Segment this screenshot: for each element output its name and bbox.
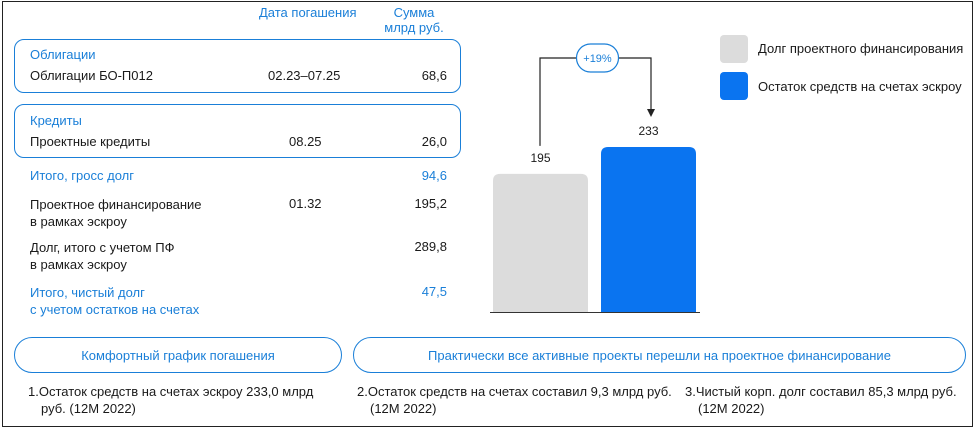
project-finance-date: 01.32: [289, 196, 322, 211]
growth-arrowhead-icon: [647, 109, 655, 117]
footnote-1-line2: руб. (12М 2022): [41, 401, 136, 416]
loans-section-title: Кредиты: [30, 113, 82, 128]
bonds-section-title: Облигации: [30, 47, 96, 62]
footnote-3-number: 3.: [685, 384, 696, 399]
bonds-name: Облигации БО-П012: [30, 68, 153, 83]
column-header-sum-line2: млрд руб.: [384, 20, 444, 35]
project-finance-transition-pill: Практически все активные проекты перешли…: [353, 337, 966, 373]
growth-badge: [575, 43, 620, 73]
footnote-2: 2.Остаток средств на счетах составил 9,3…: [357, 383, 672, 417]
legend-swatch-escrow: [720, 72, 748, 100]
project-finance-label-line2: в рамках эскроу: [30, 214, 127, 229]
bar-pf-debt: [493, 173, 588, 312]
comfortable-schedule-pill: Комфортный график погашения: [14, 337, 342, 373]
column-header-date: Дата погашения: [259, 5, 357, 20]
loans-value: 26,0: [421, 134, 447, 149]
footnote-2-line2: (12М 2022): [370, 401, 437, 416]
net-debt-label: Итого, чистый долг с учетом остатков на …: [30, 284, 199, 318]
footnote-3-line1: Чистый корп. долг составил 85,3 млрд руб…: [695, 384, 957, 399]
footnote-1: 1.Остаток средств на счетах эскроу 233,0…: [28, 383, 313, 417]
legend-label-pf-debt: Долг проектного финансирования: [758, 41, 964, 56]
bar-escrow: [601, 147, 696, 312]
gross-debt-value: 94,6: [421, 168, 447, 183]
bar-value-label-escrow: 233: [638, 124, 658, 138]
project-finance-value: 195,2: [414, 196, 447, 211]
project-finance-label-line1: Проектное финансирование: [30, 197, 202, 212]
growth-badge-label: +19%: [583, 53, 612, 65]
net-debt-label-line1: Итого, чистый долг: [30, 285, 145, 300]
legend-swatch-pf-debt: [720, 35, 748, 63]
total-with-pf-label-line1: Долг, итого с учетом ПФ: [30, 240, 175, 255]
column-header-sum: Сумма млрд руб.: [384, 5, 444, 35]
footnote-2-number: 2.: [357, 384, 368, 399]
footnote-1-number: 1.: [28, 384, 39, 399]
total-with-pf-label: Долг, итого с учетом ПФ в рамках эскроу: [30, 239, 174, 273]
net-debt-label-line2: с учетом остатков на счетах: [30, 302, 200, 317]
bonds-value: 68,6: [421, 68, 447, 83]
loans-name: Проектные кредиты: [30, 134, 151, 149]
loans-date: 08.25: [289, 134, 322, 149]
escrow-bar-chart: 195 233 +19%: [490, 43, 700, 313]
loans-box: [14, 104, 461, 158]
project-finance-label: Проектное финансирование в рамках эскроу: [30, 196, 202, 230]
total-with-pf-value: 289,8: [414, 239, 447, 254]
footnote-1-line1: Остаток средств на счетах эскроу 233,0 м…: [38, 384, 314, 399]
total-with-pf-label-line2: в рамках эскроу: [30, 257, 127, 272]
legend-label-escrow: Остаток средств на счетах эскроу: [758, 79, 962, 94]
footnote-3-line2: (12М 2022): [698, 401, 765, 416]
column-header-sum-line1: Сумма: [393, 5, 435, 20]
bonds-box: [14, 39, 461, 93]
footnote-2-line1: Остаток средств на счетах составил 9,3 м…: [367, 384, 672, 399]
gross-debt-label: Итого, гросс долг: [30, 168, 134, 183]
bar-value-label-pf-debt: 195: [530, 151, 550, 165]
footnote-3: 3.Чистый корп. долг составил 85,3 млрд р…: [685, 383, 957, 417]
bonds-date: 02.23–07.25: [268, 68, 341, 83]
net-debt-value: 47,5: [421, 284, 447, 299]
